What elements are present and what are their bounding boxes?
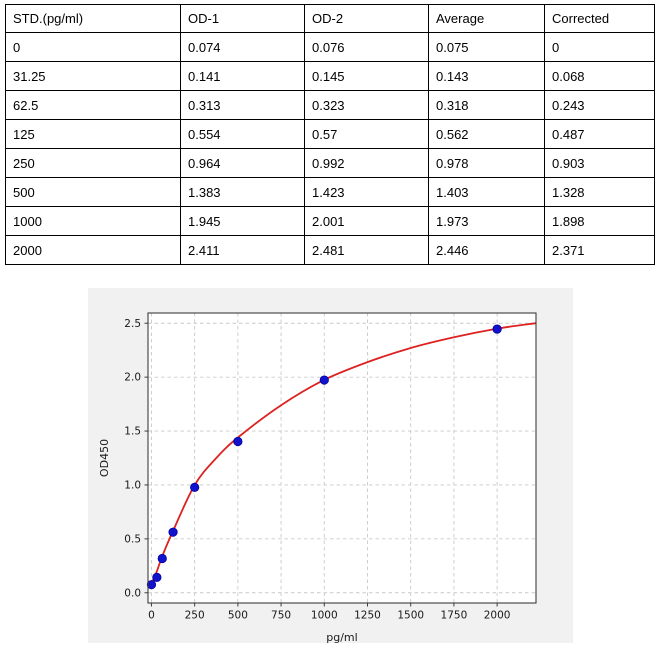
table-cell: 2000 [5,235,181,265]
y-tick-label: 2.5 [124,318,141,330]
table-cell: 0.074 [180,32,305,62]
table-cell: 1.945 [180,206,305,236]
table-cell: 1000 [5,206,181,236]
y-tick-label: 0.5 [124,533,141,545]
header-cell: Average [428,4,545,33]
table-cell: 0 [544,32,655,62]
x-tick-label: 1000 [311,610,338,622]
table-row: 500 1.383 1.423 1.403 1.328 [5,177,655,207]
table-cell: 1.383 [180,177,305,207]
data-point [168,527,178,537]
standard-curve-figure: 0 250 500 750 1000 1250 1500 1750 2000 0.0 0.5 1.0 1… [88,288,573,643]
data-point [319,375,329,385]
y-tick-label: 1.0 [124,480,141,492]
table-row: 2000 2.411 2.481 2.446 2.371 [5,235,655,265]
table-cell: 250 [5,148,181,178]
table-cell: 0.978 [428,148,545,178]
table-cell: 125 [5,119,181,149]
table-cell: 0.487 [544,119,655,149]
table-cell: 0.992 [304,148,429,178]
x-tick-label: 0 [148,610,155,622]
table-cell: 0.143 [428,61,545,91]
table-cell: 2.411 [180,235,305,265]
table-cell: 1.973 [428,206,545,236]
header-cell: STD.(pg/ml) [5,4,181,33]
table-cell: 500 [5,177,181,207]
table-cell: 0.145 [304,61,429,91]
x-axis-label: pg/ml [326,631,357,643]
table-cell: 0.323 [304,90,429,120]
table-cell: 0.076 [304,32,429,62]
table-cell: 0.57 [304,119,429,149]
table-cell: 0.554 [180,119,305,149]
x-tick-label: 1500 [397,610,424,622]
plot-area [148,313,536,603]
data-point [157,553,167,564]
table-header-row: STD.(pg/ml) OD-1 OD-2 Average Corrected [5,4,655,33]
plot-border [147,312,537,604]
data-point [233,436,243,447]
y-axis-label: OD450 [98,439,111,477]
table-cell: 1.423 [304,177,429,207]
y-tick-label: 1.5 [124,426,141,438]
table-row: 0 0.074 0.076 0.075 0 [5,32,655,62]
data-point [146,580,157,590]
table-cell: 0.068 [544,61,655,91]
table-cell: 0.562 [428,119,545,149]
y-tick-label: 2.0 [124,372,141,384]
x-tick-label: 500 [228,610,248,622]
standard-curve-table: STD.(pg/ml) OD-1 OD-2 Average Corrected 0 0.0… [5,4,655,265]
table-cell: 1.898 [544,206,655,236]
table-cell: 2.446 [428,235,545,265]
header-cell: OD-1 [180,4,305,33]
table-cell: 62.5 [5,90,181,120]
table-cell: 2.001 [304,206,429,236]
data-point [152,572,162,582]
y-tick-label: 0.0 [124,587,141,599]
table-cell: 2.481 [304,235,429,265]
table-row: 31.25 0.141 0.145 0.143 0.068 [5,61,655,91]
data-point [492,324,502,334]
table-row: 1000 1.945 2.001 1.973 1.898 [5,206,655,236]
table-cell: 0.313 [180,90,305,120]
table-cell: 1.328 [544,177,655,207]
table-cell: 0.318 [428,90,545,120]
table-cell: 0.075 [428,32,545,62]
standard-curve-plot: 0 250 500 750 1000 1250 1500 1750 2000 0.0 0.5 1.0 1… [98,312,537,643]
table-row: 125 0.554 0.57 0.562 0.487 [5,119,655,149]
x-tick-label: 1250 [354,610,381,622]
table-cell: 0.964 [180,148,305,178]
table-cell: 0 [5,32,181,62]
header-cell: Corrected [544,4,655,33]
table-cell: 0.903 [544,148,655,178]
x-tick-label: 1750 [441,610,468,622]
x-tick-label: 250 [185,610,205,622]
table-cell: 0.141 [180,61,305,91]
table-cell: 0.243 [544,90,655,120]
table-cell: 1.403 [428,177,545,207]
x-tick-label: 750 [271,610,291,622]
table-row: 62.5 0.313 0.323 0.318 0.243 [5,90,655,120]
header-cell: OD-2 [304,4,429,33]
table-cell: 2.371 [544,235,655,265]
x-tick-label: 2000 [484,610,511,622]
table-row: 250 0.964 0.992 0.978 0.903 [5,148,655,178]
table-cell: 31.25 [5,61,181,91]
data-point [190,482,200,492]
